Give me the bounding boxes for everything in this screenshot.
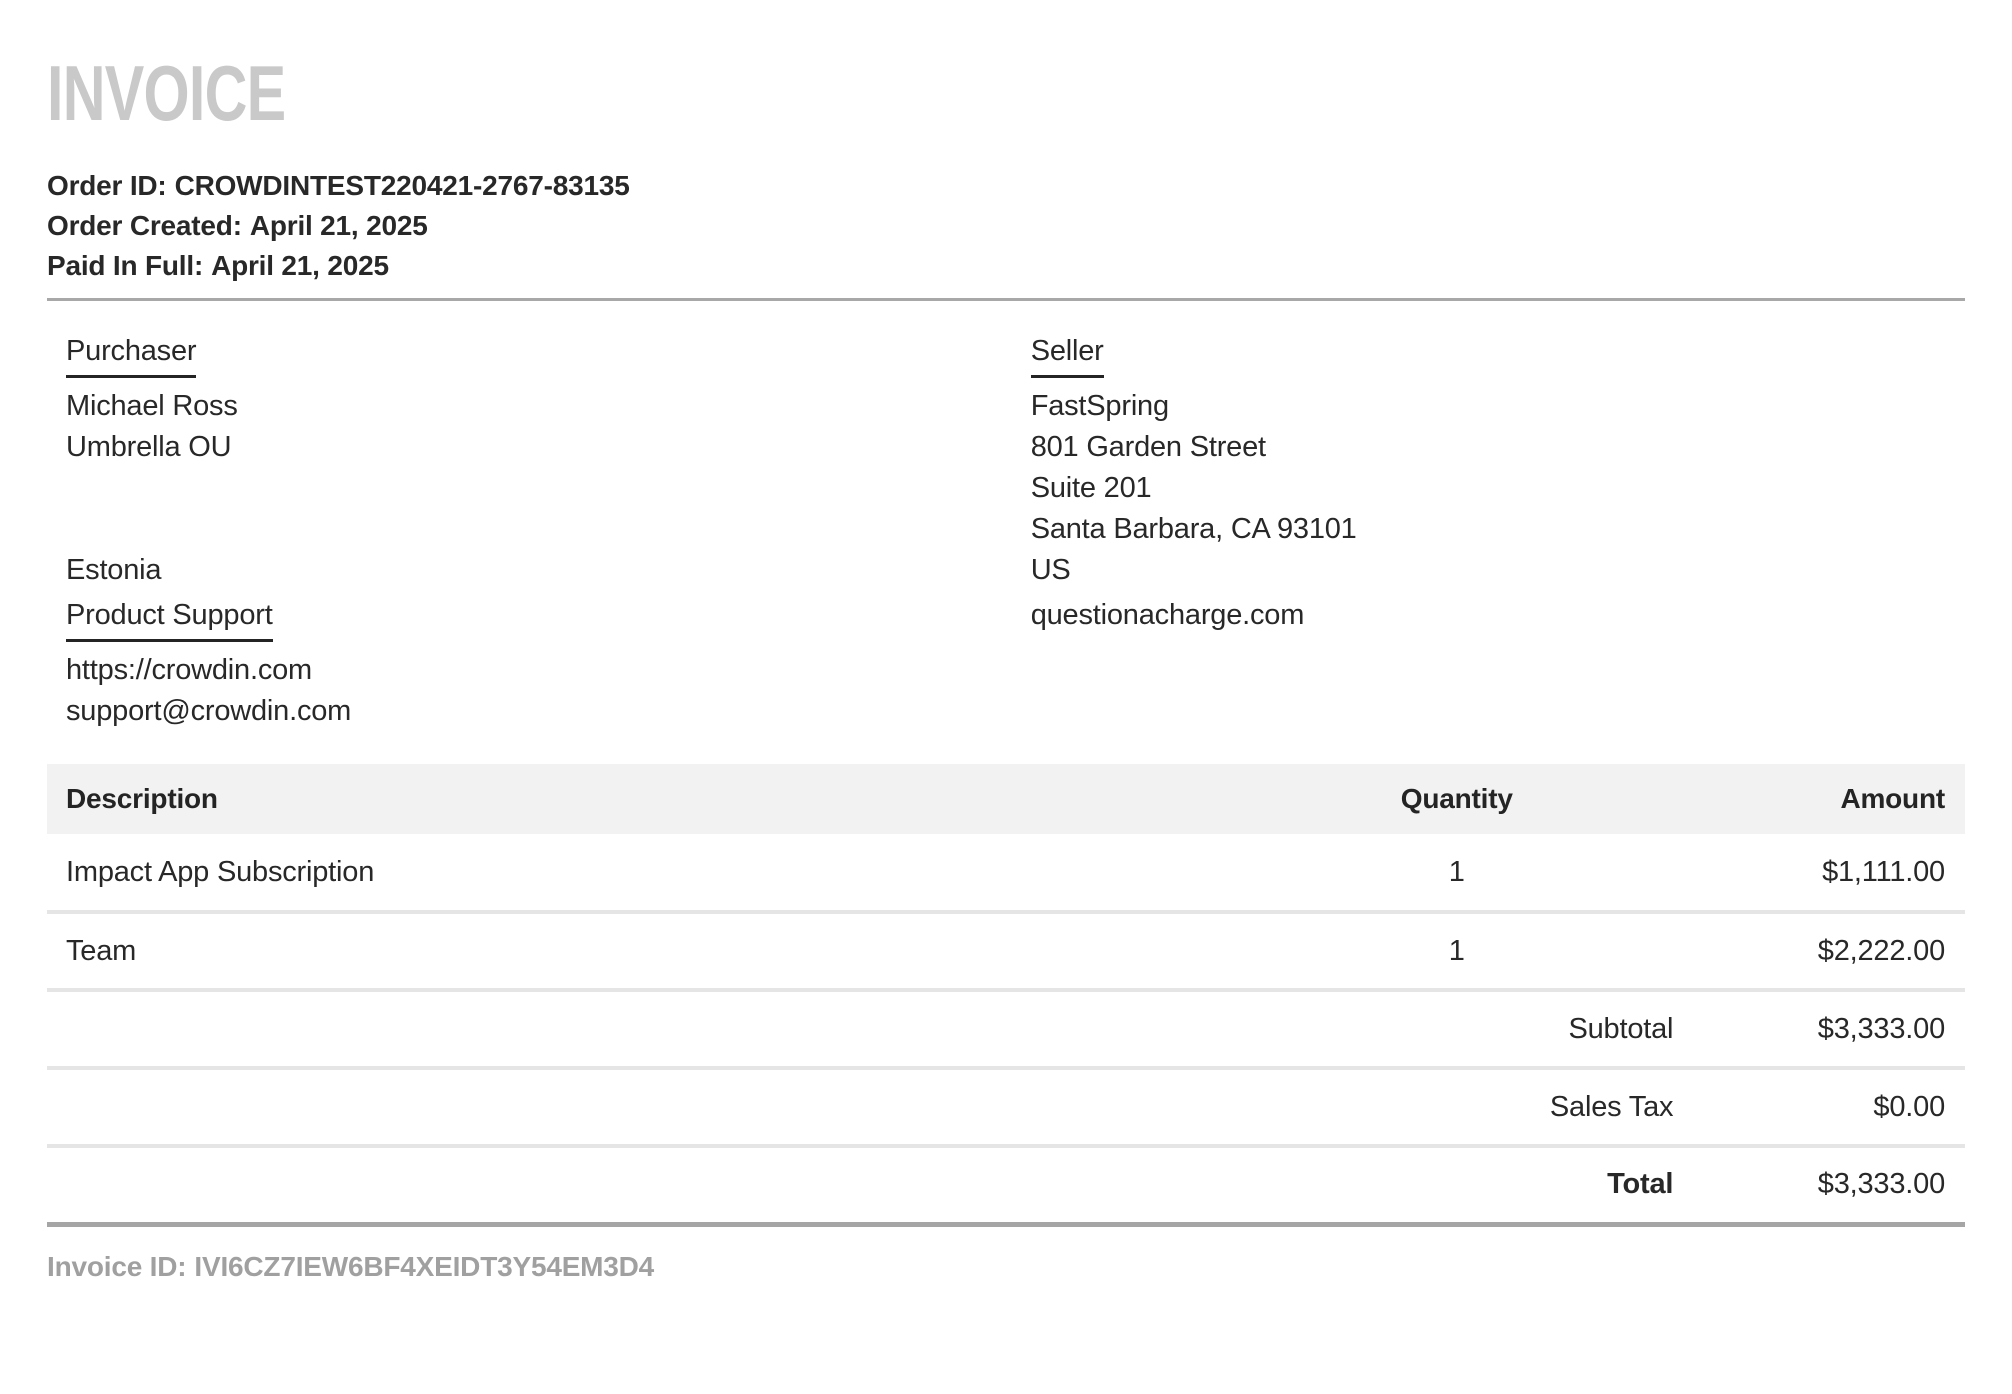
table-header-row: Description Quantity Amount (47, 764, 1965, 834)
seller-heading: Seller (1030, 331, 1104, 378)
section-divider (47, 298, 1965, 301)
purchaser-heading-cell: Purchaser (66, 331, 1031, 378)
sales-tax-row: Sales Tax $0.00 (47, 1068, 1965, 1148)
order-id-value: CROWDINTEST220421-2767-83135 (174, 170, 630, 201)
seller-address-line2: Suite 201 (1030, 472, 1152, 504)
sales-tax-amount: $0.00 (1677, 1068, 1965, 1148)
item-quantity: 1 (1236, 912, 1678, 992)
purchaser-company: Umbrella OU (66, 431, 232, 463)
item-quantity: 1 (1236, 834, 1678, 914)
sales-tax-label: Sales Tax (47, 1068, 1678, 1148)
invoice-page: INVOICE Order ID: CROWDINTEST220421-2767-… (0, 54, 2012, 1287)
paid-in-full-line: Paid In Full: April 21, 2025 (47, 246, 1965, 286)
seller-address-line3: Santa Barbara, CA 93101 (1030, 513, 1357, 545)
seller-heading-cell: Seller (1030, 331, 1965, 378)
order-created-line: Order Created: April 21, 2025 (47, 206, 1965, 246)
invoice-id-line: Invoice ID: IVI6CZ7IEW6BF4XEIDT3Y54EM3D4 (47, 1247, 1965, 1287)
total-amount: $3,333.00 (1677, 1146, 1965, 1227)
invoice-title-text: INVOICE (47, 49, 286, 137)
product-support-heading-cell: Product Support (66, 595, 1031, 642)
quantity-column-header: Quantity (1400, 783, 1513, 814)
purchaser-country: Estonia (66, 554, 162, 586)
seller-name: FastSpring (1030, 390, 1169, 422)
product-support-heading: Product Support (66, 595, 273, 642)
table-row: Team 1 $2,222.00 (47, 912, 1965, 992)
support-url: https://crowdin.com (66, 654, 313, 686)
paid-in-full-value: April 21, 2025 (211, 250, 389, 281)
party-row: Santa Barbara, CA 93101 (66, 509, 1965, 550)
parties-section: Purchaser Seller Michael Ross FastSpring… (47, 331, 1965, 732)
party-row: Michael Ross FastSpring (66, 386, 1965, 427)
seller-address-line1: 801 Garden Street (1030, 431, 1266, 463)
item-amount: $2,222.00 (1677, 912, 1965, 992)
table-row: Impact App Subscription 1 $1,111.00 (47, 834, 1965, 914)
item-description: Impact App Subscription (47, 834, 1237, 914)
paid-in-full-label: Paid In Full: (47, 250, 204, 281)
seller-line-empty (1031, 691, 1965, 732)
subtotal-label: Subtotal (47, 990, 1678, 1070)
order-meta: Order ID: CROWDINTEST220421-2767-83135 Or… (47, 166, 1965, 286)
purchaser-address-line-empty (66, 468, 1031, 509)
invoice-id-label: Invoice ID: (47, 1250, 187, 1282)
party-row: Umbrella OU 801 Garden Street (66, 427, 1965, 468)
order-id-label: Order ID: (47, 170, 167, 201)
purchaser-name: Michael Ross (66, 390, 238, 422)
table-header: Description Quantity Amount (47, 764, 1965, 834)
subtotal-row: Subtotal $3,333.00 (47, 990, 1965, 1070)
subtotal-amount: $3,333.00 (1677, 990, 1965, 1070)
purchaser-address-line-empty (66, 509, 1031, 550)
party-row: Estonia US (66, 550, 1965, 591)
party-row: support@crowdin.com (66, 691, 1965, 732)
party-headings-row: Purchaser Seller (66, 331, 1965, 378)
item-amount: $1,111.00 (1677, 834, 1965, 914)
order-created-label: Order Created: (47, 210, 242, 241)
support-email: support@crowdin.com (66, 695, 352, 727)
support-heading-row: Product Support questionacharge.com (66, 595, 1965, 642)
party-row: Suite 201 (66, 468, 1965, 509)
party-row: https://crowdin.com (66, 650, 1965, 691)
invoice-id-value: IVI6CZ7IEW6BF4XEIDT3Y54EM3D4 (194, 1250, 655, 1282)
total-row: Total $3,333.00 (47, 1146, 1965, 1227)
purchaser-heading: Purchaser (66, 331, 197, 378)
amount-column-header: Amount (1840, 783, 1945, 814)
order-created-value: April 21, 2025 (249, 210, 428, 241)
line-items-table: Description Quantity Amount Impact App S… (47, 764, 1965, 1227)
seller-country: US (1030, 554, 1071, 586)
description-column-header: Description (66, 783, 218, 814)
item-description: Team (47, 912, 1237, 992)
seller-line-empty (1031, 650, 1965, 691)
seller-website: questionacharge.com (1030, 599, 1305, 631)
invoice-title: INVOICE (47, 54, 1965, 132)
total-label: Total (47, 1146, 1678, 1227)
order-id-line: Order ID: CROWDINTEST220421-2767-83135 (47, 166, 1965, 206)
